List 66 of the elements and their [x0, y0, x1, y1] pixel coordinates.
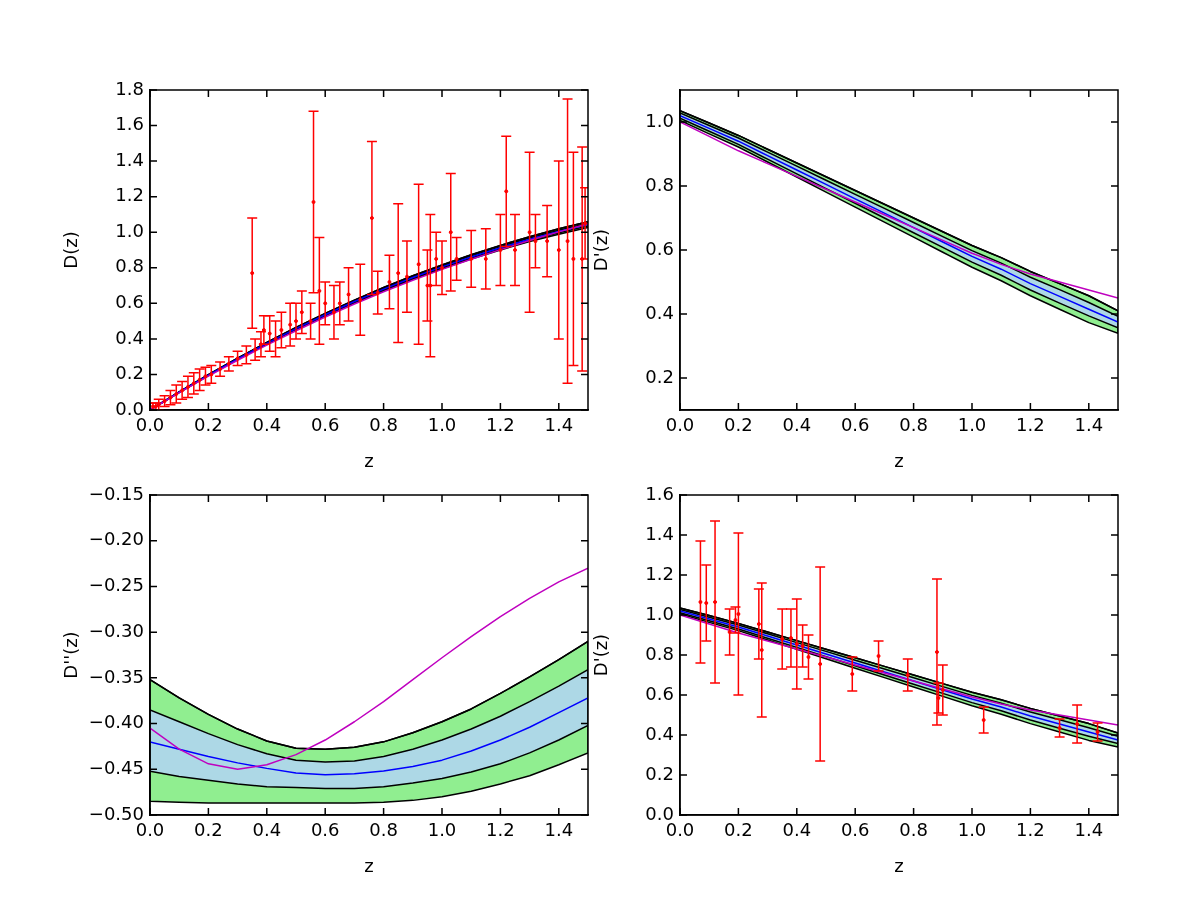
- y-tick-label: −0.20: [88, 528, 144, 550]
- y-tick-label: 1.4: [645, 522, 674, 544]
- x-tick-label: 1.0: [427, 414, 457, 436]
- x-tick-label: 1.2: [1016, 819, 1045, 841]
- y-tick-label: 1.0: [645, 109, 674, 131]
- x-tick-label: 1.4: [1074, 819, 1104, 841]
- y-tick-label: 0.8: [645, 642, 674, 664]
- x-tick-label: 0.6: [840, 819, 870, 841]
- x-tick-label: 0.8: [899, 414, 928, 436]
- x-tick-label: 0.4: [252, 819, 282, 841]
- y-tick-label: 1.4: [115, 148, 144, 170]
- y-tick-label: 0.2: [645, 762, 674, 784]
- x-tick-label: 1.2: [1016, 414, 1045, 436]
- y-tick-label: 0.4: [645, 722, 674, 744]
- y-tick-label: 0.6: [645, 237, 674, 259]
- x-tick-label: 0.6: [310, 414, 340, 436]
- x-axis-title: z: [894, 449, 904, 471]
- x-axis-title: z: [894, 854, 904, 876]
- y-tick-label: 1.2: [645, 562, 674, 584]
- y-tick-label: −0.25: [88, 574, 144, 596]
- x-tick-label: 1.0: [427, 819, 457, 841]
- y-tick-label: 0.2: [645, 365, 674, 387]
- x-tick-label: 0.2: [724, 819, 753, 841]
- x-axis-title: z: [364, 854, 374, 876]
- y-tick-label: 0.4: [115, 326, 144, 348]
- y-tick-label: −0.45: [88, 756, 144, 778]
- x-tick-label: 1.0: [957, 819, 987, 841]
- x-tick-label: 1.4: [544, 414, 574, 436]
- x-tick-label: 0.0: [665, 414, 695, 436]
- y-tick-label: −0.40: [88, 711, 144, 733]
- y-tick-label: −0.15: [88, 482, 144, 504]
- y-tick-label: −0.35: [88, 665, 144, 687]
- x-tick-label: 1.0: [957, 414, 987, 436]
- x-tick-label: 0.8: [899, 819, 928, 841]
- y-tick-label: 1.6: [645, 482, 674, 504]
- x-tick-label: 0.6: [310, 819, 340, 841]
- y-tick-label: 1.2: [115, 184, 144, 206]
- x-axis-title: z: [364, 449, 374, 471]
- y-tick-label: −0.30: [88, 619, 144, 641]
- x-tick-label: 1.2: [486, 414, 515, 436]
- x-tick-label: 0.2: [194, 414, 223, 436]
- y-axis-title: D'(z): [590, 633, 612, 677]
- y-tick-label: 0.4: [645, 301, 674, 323]
- y-axis-title: D''(z): [60, 631, 82, 679]
- x-tick-label: 0.4: [782, 414, 812, 436]
- x-tick-label: 0.4: [782, 819, 812, 841]
- y-tick-label: 1.6: [115, 113, 144, 135]
- y-tick-label: 1.0: [645, 602, 674, 624]
- y-tick-label: 0.2: [115, 362, 144, 384]
- y-tick-label: 1.8: [115, 77, 144, 99]
- x-tick-label: 1.2: [486, 819, 515, 841]
- x-tick-label: 0.2: [194, 819, 223, 841]
- x-tick-label: 0.6: [840, 414, 870, 436]
- x-tick-label: 0.8: [369, 414, 398, 436]
- y-axis-title: D'(z): [590, 228, 612, 272]
- x-tick-label: 0.8: [369, 819, 398, 841]
- x-tick-label: 0.4: [252, 414, 282, 436]
- x-tick-label: 1.4: [1074, 414, 1104, 436]
- y-tick-label: 0.6: [645, 682, 674, 704]
- x-tick-label: 1.4: [544, 819, 574, 841]
- y-tick-label: 1.0: [115, 219, 144, 241]
- y-tick-label: 0.6: [115, 291, 144, 313]
- y-tick-label: 0.8: [645, 173, 674, 195]
- y-tick-label: 0.8: [115, 255, 144, 277]
- y-axis-title: D(z): [60, 231, 82, 269]
- x-tick-label: 0.2: [724, 414, 753, 436]
